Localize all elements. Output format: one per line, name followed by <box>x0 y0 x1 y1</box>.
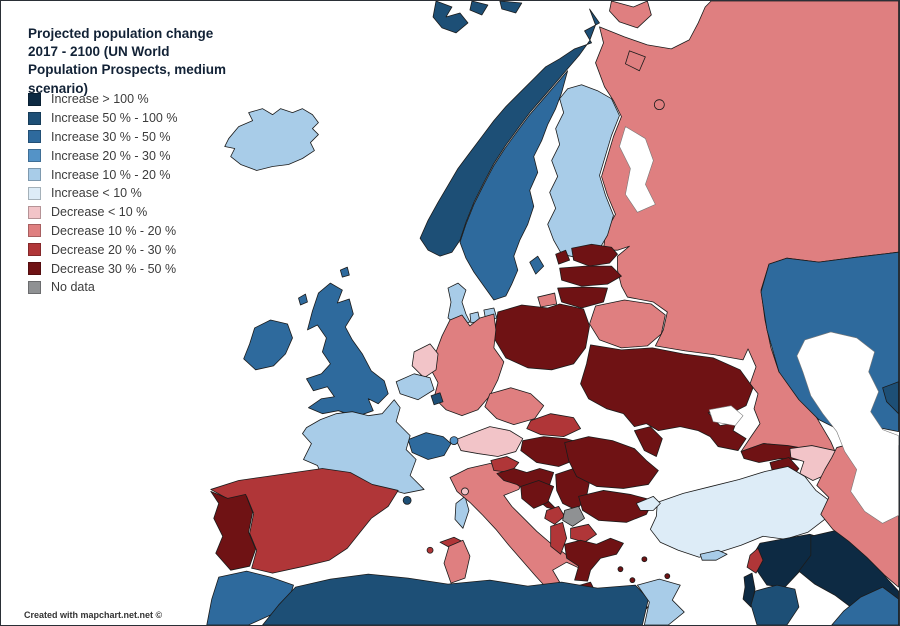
country-greece[interactable] <box>564 537 624 582</box>
country-san-marino[interactable] <box>461 487 469 496</box>
country-netherlands[interactable] <box>411 343 439 379</box>
country-italy-sardinia[interactable] <box>443 539 471 584</box>
country-spain-ibiza[interactable] <box>426 546 434 554</box>
country-cyprus[interactable] <box>699 549 728 561</box>
country-norway[interactable] <box>419 8 600 257</box>
country-russia-novaya-zemlya[interactable] <box>609 1 652 29</box>
country-tunisia[interactable] <box>637 578 685 625</box>
country-france-corsica[interactable] <box>454 496 470 529</box>
country-estonia-saaremaa[interactable] <box>555 249 571 265</box>
country-czechia[interactable] <box>484 387 545 426</box>
country-bulgaria[interactable] <box>578 490 654 523</box>
country-poland[interactable] <box>493 303 590 371</box>
country-greece-island-1[interactable] <box>617 566 624 573</box>
country-slovakia[interactable] <box>526 413 581 438</box>
country-moldova[interactable] <box>634 426 663 457</box>
country-turkey[interactable] <box>649 466 833 558</box>
country-estonia[interactable] <box>571 243 618 267</box>
country-greece-island-3[interactable] <box>641 556 648 563</box>
country-uzbekistan[interactable] <box>882 381 899 415</box>
country-greece-island-2[interactable] <box>629 577 636 584</box>
country-greece-island-5[interactable] <box>664 573 671 580</box>
country-ireland[interactable] <box>243 319 293 371</box>
country-liechtenstein[interactable] <box>449 436 459 445</box>
country-jordan[interactable] <box>750 584 800 625</box>
country-monaco[interactable] <box>402 496 412 505</box>
country-svalbard-island-2[interactable] <box>469 1 489 16</box>
country-saudi-arabia[interactable] <box>831 586 899 625</box>
country-latvia[interactable] <box>559 265 622 287</box>
country-belgium[interactable] <box>395 373 435 401</box>
country-belarus[interactable] <box>589 299 666 349</box>
sea-of-azov <box>708 405 744 426</box>
country-montenegro[interactable] <box>544 505 566 525</box>
country-romania[interactable] <box>564 436 659 489</box>
caspian-sea <box>796 331 899 524</box>
country-uk[interactable] <box>306 282 389 418</box>
country-uk-hebrides[interactable] <box>298 293 308 306</box>
country-russia-kolguyev-island[interactable] <box>653 99 665 111</box>
country-svalbard[interactable] <box>432 1 469 34</box>
country-sweden[interactable] <box>459 70 569 301</box>
country-spain[interactable] <box>210 468 399 574</box>
country-lebanon[interactable] <box>746 547 764 574</box>
country-macedonia[interactable] <box>570 523 597 543</box>
country-portugal[interactable] <box>210 491 257 571</box>
white-sea <box>619 126 656 213</box>
country-kosovo[interactable] <box>562 505 585 527</box>
country-turkey-thrace[interactable] <box>636 496 661 511</box>
country-svalbard-island-3[interactable] <box>499 1 523 14</box>
country-denmark[interactable] <box>447 282 471 327</box>
country-switzerland[interactable] <box>407 432 452 460</box>
country-russia-kaliningrad[interactable] <box>537 292 558 308</box>
country-russia-arctic-island[interactable] <box>625 50 646 72</box>
country-albania[interactable] <box>550 521 568 555</box>
country-sweden-gotland[interactable] <box>529 255 545 275</box>
country-iceland[interactable] <box>224 108 319 171</box>
country-austria[interactable] <box>455 426 524 457</box>
country-ukraine[interactable] <box>580 344 754 451</box>
country-lithuania[interactable] <box>557 286 608 309</box>
country-luxembourg[interactable] <box>430 392 444 406</box>
country-slovenia[interactable] <box>490 456 520 473</box>
country-algeria[interactable] <box>262 573 649 625</box>
country-bosnia[interactable] <box>520 480 555 509</box>
country-uk-orkney[interactable] <box>339 266 350 278</box>
country-israel[interactable] <box>742 572 756 608</box>
